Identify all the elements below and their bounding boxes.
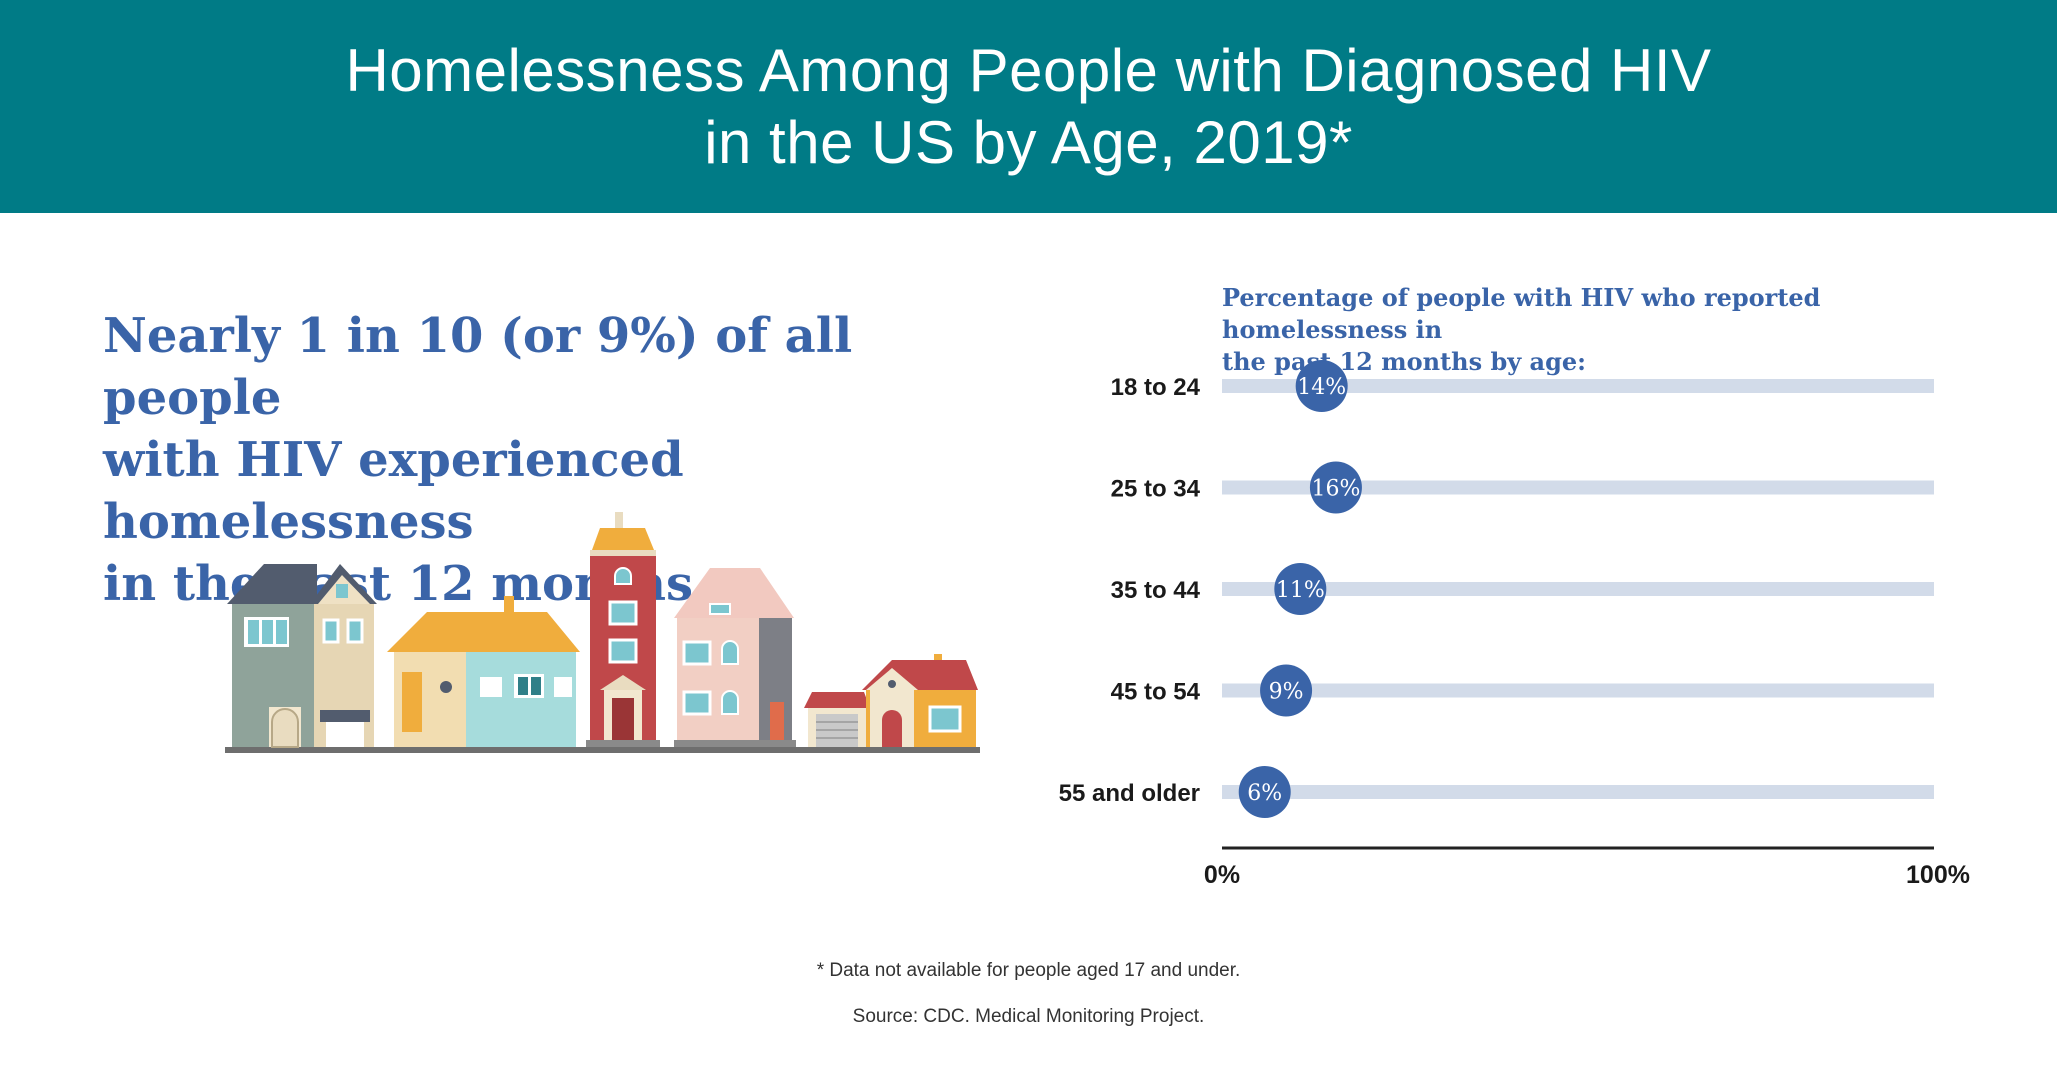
headline-statement: Nearly 1 in 10 (or 9%) of all people wit… xyxy=(103,305,1003,615)
value-label: 11% xyxy=(1276,578,1325,603)
category-label: 45 to 54 xyxy=(1111,679,1201,706)
source-note: Source: CDC. Medical Monitoring Project. xyxy=(852,1006,1205,1027)
page-title-line1: Homelessness Among People with Diagnosed… xyxy=(345,36,1712,104)
tick-label-max: 100% xyxy=(1906,861,1970,889)
house-red-tower-icon xyxy=(586,512,660,747)
category-label: 25 to 34 xyxy=(1111,476,1201,503)
bar-track xyxy=(1222,785,1934,799)
value-marker xyxy=(1260,664,1313,717)
category-label: 55 and older xyxy=(1059,780,1200,807)
tick-label-min: 0% xyxy=(1204,861,1240,889)
value-marker xyxy=(1295,360,1348,412)
houses-illustration xyxy=(225,512,980,753)
house-garage-icon xyxy=(804,654,978,747)
bar-track xyxy=(1222,683,1934,698)
chart-subtitle-line2: the past 12 months by age: xyxy=(1222,347,1586,376)
chart-subtitle: Percentage of people with HIV who report… xyxy=(1222,282,1962,378)
headline-line1: Nearly 1 in 10 (or 9%) of all people xyxy=(103,308,853,426)
ground-strip xyxy=(225,747,980,753)
house-pink-icon xyxy=(674,568,796,747)
page-title-line2: in the US by Age, 2019* xyxy=(704,108,1353,176)
value-marker xyxy=(1274,563,1327,615)
house-grey-icon xyxy=(227,564,377,748)
value-label: 6% xyxy=(1247,781,1282,806)
house-yellow-roof-icon xyxy=(387,596,580,747)
category-label: 18 to 24 xyxy=(1111,374,1201,401)
bar-track xyxy=(1222,582,1934,596)
value-label: 16% xyxy=(1311,477,1360,502)
homelessness-bar-chart: 18 to 24 14% 25 to 34 16% 35 to 44 11% 45 to 5… xyxy=(1059,360,1970,889)
value-marker xyxy=(1309,461,1362,514)
bar-track xyxy=(1222,379,1934,393)
headline-line2: with HIV experienced homelessness xyxy=(103,432,684,550)
value-label: 14% xyxy=(1297,375,1346,400)
chart-subtitle-line1: Percentage of people with HIV who report… xyxy=(1222,283,1821,344)
footnote: * Data not available for people aged 17 … xyxy=(816,960,1241,981)
header-banner: Homelessness Among People with Diagnosed… xyxy=(0,0,2057,213)
value-label: 9% xyxy=(1269,680,1304,705)
category-label: 35 to 44 xyxy=(1111,577,1201,604)
bar-track xyxy=(1222,480,1934,495)
value-marker xyxy=(1238,766,1291,818)
